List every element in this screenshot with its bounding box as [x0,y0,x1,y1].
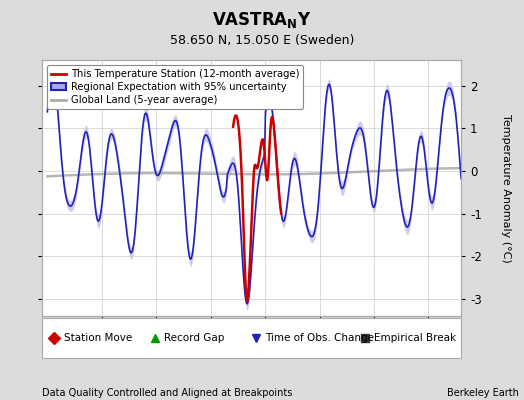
Y-axis label: Temperature Anomaly (°C): Temperature Anomaly (°C) [501,114,511,262]
Text: Berkeley Earth: Berkeley Earth [447,388,519,398]
Text: VASTRA$_{\mathregular{N}}$Y: VASTRA$_{\mathregular{N}}$Y [212,10,312,30]
Text: Time of Obs. Change: Time of Obs. Change [265,333,374,343]
Text: Data Quality Controlled and Aligned at Breakpoints: Data Quality Controlled and Aligned at B… [42,388,292,398]
Text: Record Gap: Record Gap [165,333,225,343]
Text: Empirical Break: Empirical Break [374,333,456,343]
Text: 58.650 N, 15.050 E (Sweden): 58.650 N, 15.050 E (Sweden) [170,34,354,47]
Text: Station Move: Station Move [64,333,132,343]
Legend: This Temperature Station (12-month average), Regional Expectation with 95% uncer: This Temperature Station (12-month avera… [47,65,303,109]
